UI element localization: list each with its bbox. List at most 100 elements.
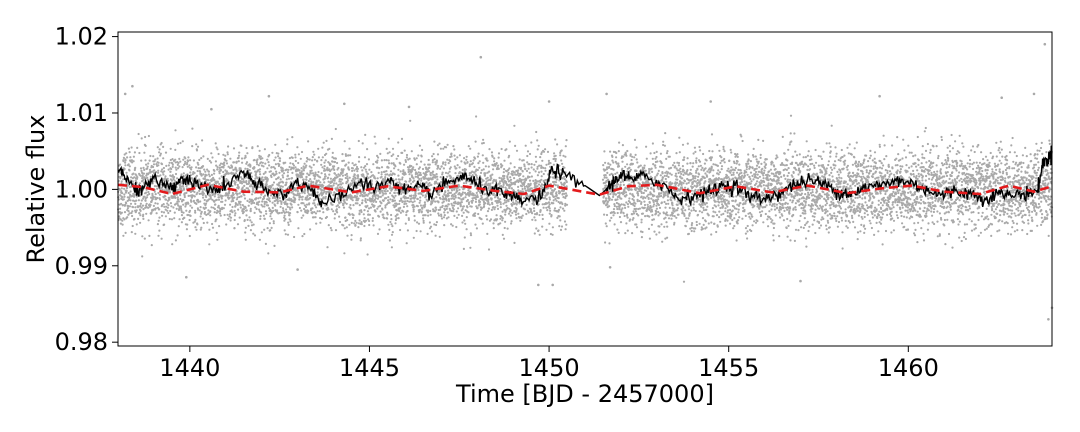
- flux-data-point: [253, 234, 257, 237]
- flux-data-point: [519, 219, 522, 222]
- flux-data-point: [184, 160, 187, 163]
- flux-data-point: [222, 153, 225, 156]
- flux-data-point: [375, 200, 378, 203]
- flux-data-point: [133, 195, 136, 198]
- flux-data-point: [460, 201, 463, 204]
- flux-data-point: [245, 214, 248, 217]
- flux-data-point: [332, 184, 335, 187]
- flux-data-point: [380, 171, 383, 174]
- flux-data-point: [603, 150, 606, 153]
- flux-data-point: [156, 157, 159, 160]
- flux-data-point: [322, 141, 325, 144]
- flux-data-point: [143, 168, 146, 171]
- flux-data-point: [202, 155, 205, 158]
- flux-data-point: [523, 165, 526, 168]
- flux-data-point: [436, 144, 439, 147]
- flux-data-point: [190, 190, 193, 193]
- flux-data-point: [142, 213, 145, 216]
- flux-data-point: [297, 227, 300, 230]
- flux-data-point: [122, 198, 125, 201]
- flux-data-point: [154, 202, 157, 205]
- flux-data-point: [134, 166, 137, 169]
- flux-data-point: [554, 154, 557, 157]
- flux-data-point: [387, 196, 390, 199]
- flux-data-point: [522, 175, 525, 178]
- flux-data-point: [539, 156, 542, 159]
- flux-data-point: [308, 158, 311, 161]
- flux-data-point: [273, 244, 276, 247]
- flux-data-point: [370, 171, 373, 174]
- flux-data-point: [163, 205, 166, 208]
- flux-data-point: [545, 197, 548, 201]
- flux-data-point: [663, 225, 666, 228]
- flux-data-point: [300, 170, 303, 173]
- flux-data-point: [360, 221, 363, 224]
- flux-data-point: [346, 234, 349, 237]
- flux-data-point: [339, 201, 342, 204]
- flux-data-point: [241, 204, 244, 207]
- flux-data-point: [499, 198, 502, 201]
- flux-data-point: [563, 209, 566, 212]
- flux-data-point: [565, 180, 568, 184]
- flux-data-point: [604, 241, 607, 244]
- flux-data-point: [257, 203, 260, 206]
- flux-data-point: [261, 200, 264, 203]
- flux-data-point: [456, 164, 459, 167]
- flux-data-point: [443, 214, 446, 217]
- flux-data-point: [414, 168, 417, 172]
- flux-data-point: [192, 159, 195, 162]
- flux-data-point: [438, 142, 441, 145]
- flux-data-point: [361, 142, 364, 145]
- flux-data-point: [259, 196, 262, 199]
- flux-data-point: [448, 170, 451, 173]
- flux-data-point: [273, 159, 276, 162]
- flux-data-point: [399, 162, 402, 165]
- flux-data-point: [228, 213, 232, 216]
- flux-data-point: [364, 168, 367, 171]
- flux-data-point: [249, 229, 252, 232]
- flux-data-point: [174, 161, 177, 164]
- flux-data-point: [655, 204, 658, 207]
- flux-data-point: [310, 169, 313, 172]
- flux-data-point: [158, 198, 162, 201]
- flux-data-point: [266, 158, 269, 161]
- flux-data-point: [417, 222, 421, 225]
- flux-data-point: [236, 192, 239, 195]
- flux-data-point: [421, 167, 425, 171]
- flux-data-point: [210, 161, 213, 164]
- flux-data-point: [195, 166, 198, 169]
- flux-data-point: [666, 195, 670, 198]
- flux-data-point: [171, 158, 174, 161]
- flux-data-point: [234, 172, 238, 175]
- flux-data-point: [468, 174, 471, 177]
- flux-data-point: [435, 208, 438, 211]
- flux-data-point: [237, 186, 240, 189]
- flux-data-point: [497, 152, 501, 155]
- flux-data-point: [124, 231, 127, 234]
- flux-data-point: [515, 203, 518, 206]
- flux-data-point: [429, 213, 432, 216]
- flux-data-point: [455, 210, 458, 213]
- flux-data-point: [349, 203, 352, 207]
- flux-data-point: [463, 219, 466, 222]
- flux-data-point: [182, 188, 186, 191]
- flux-data-point: [626, 149, 629, 153]
- flux-data-point: [145, 212, 148, 215]
- flux-data-point: [486, 218, 489, 221]
- flux-data-point: [158, 193, 161, 196]
- flux-data-point: [322, 211, 325, 214]
- flux-data-point: [641, 212, 645, 215]
- flux-data-point: [225, 162, 229, 165]
- flux-data-point: [240, 182, 244, 185]
- flux-data-point: [533, 232, 536, 235]
- flux-data-point: [497, 156, 500, 159]
- flux-data-point: [197, 167, 200, 170]
- flux-data-point: [528, 163, 531, 166]
- flux-data-point: [499, 206, 502, 209]
- flux-data-point: [314, 216, 317, 219]
- flux-data-point: [671, 202, 674, 205]
- flux-data-point: [166, 209, 169, 212]
- flux-data-point: [321, 207, 324, 210]
- flux-data-point: [507, 212, 511, 215]
- flux-data-point: [167, 204, 170, 207]
